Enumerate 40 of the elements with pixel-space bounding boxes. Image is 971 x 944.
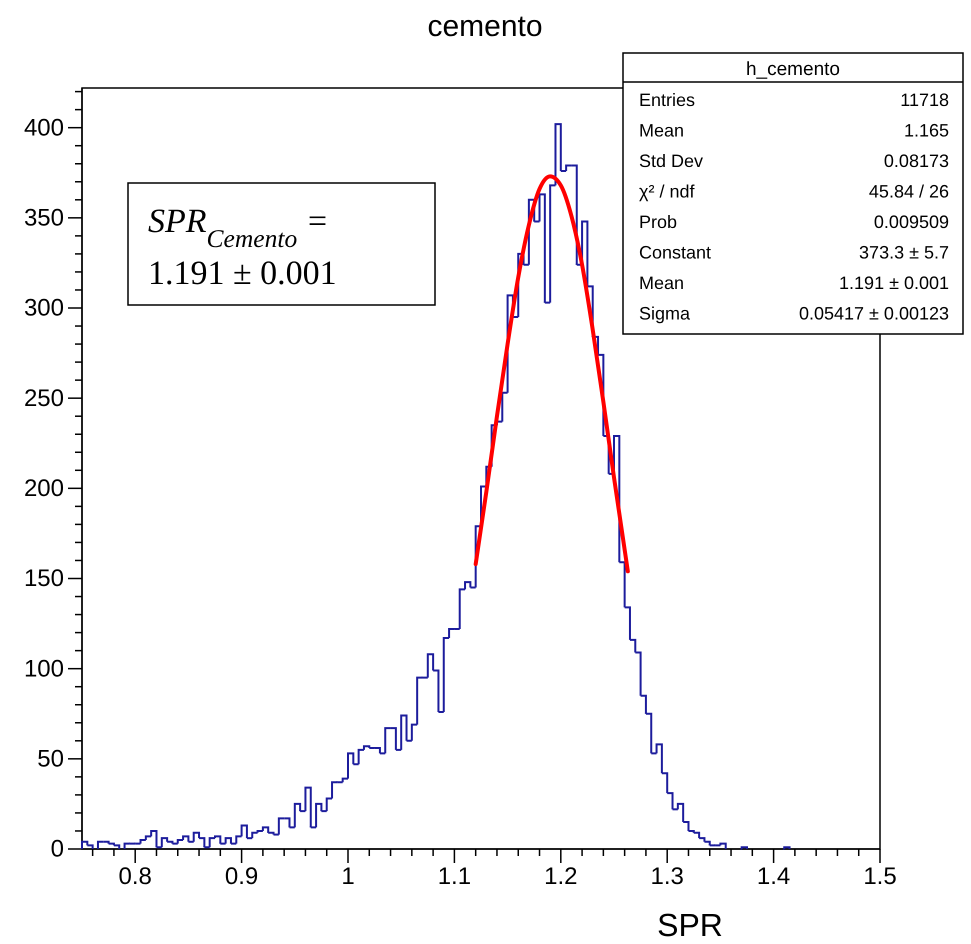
y-tick-label: 50 xyxy=(37,746,64,773)
annotation: 0.009509 xyxy=(874,212,949,232)
y-tick-label: 0 xyxy=(50,836,64,863)
x-tick-label: 1.5 xyxy=(863,863,897,890)
annotation: Prob xyxy=(639,212,678,232)
text: h_cemento xyxy=(746,59,840,80)
y-tick-label: 200 xyxy=(24,475,64,502)
annotation: χ² / ndf xyxy=(639,182,696,202)
annotation: 1.191 ± 0.001 xyxy=(148,255,337,292)
y-tick-label: 100 xyxy=(24,655,64,682)
annotation: 1.191 ± 0.001 xyxy=(839,273,949,293)
annotation: Constant xyxy=(639,242,712,262)
y-tick-label: 150 xyxy=(24,565,64,592)
x-axis-title: SPR xyxy=(657,907,723,943)
y-tick-label: 400 xyxy=(24,114,64,142)
annotation: Mean xyxy=(639,273,684,293)
x-tick-label: 1.3 xyxy=(650,863,684,890)
annotation: Entries xyxy=(639,90,696,110)
x-tick-label: 1 xyxy=(341,863,355,890)
y-tick-label: 250 xyxy=(24,384,64,412)
chart-title: cemento xyxy=(427,10,543,43)
annotation: 45.84 / 26 xyxy=(868,182,949,202)
line-series xyxy=(474,174,630,574)
text: 11718 xyxy=(900,90,949,110)
x-tick-label: 0.9 xyxy=(224,863,258,890)
formula-box: SPR$_{Cemento}$ = 1.191 ± 0.001 xyxy=(127,182,436,306)
annotation: Std Dev xyxy=(639,151,704,171)
y-tick-label: 350 xyxy=(24,204,64,232)
annotation: 0.05417 ± 0.00123 xyxy=(798,304,949,324)
x-tick-label: 1.2 xyxy=(544,863,578,890)
annotation: Mean xyxy=(639,120,684,140)
x-tick-label: 1.1 xyxy=(438,863,472,890)
x-tick-label: 0.8 xyxy=(118,863,152,890)
y-tick-label: 300 xyxy=(24,294,64,322)
x-tick-label: 1.4 xyxy=(756,863,790,890)
text: 0.08173 xyxy=(884,151,949,171)
annotation: Sigma xyxy=(639,304,692,324)
annotation: SPR$_{Cemento}$ = xyxy=(148,203,329,252)
annotation: 373.3 ± 5.7 xyxy=(859,242,949,262)
text: 1.165 xyxy=(904,120,949,140)
